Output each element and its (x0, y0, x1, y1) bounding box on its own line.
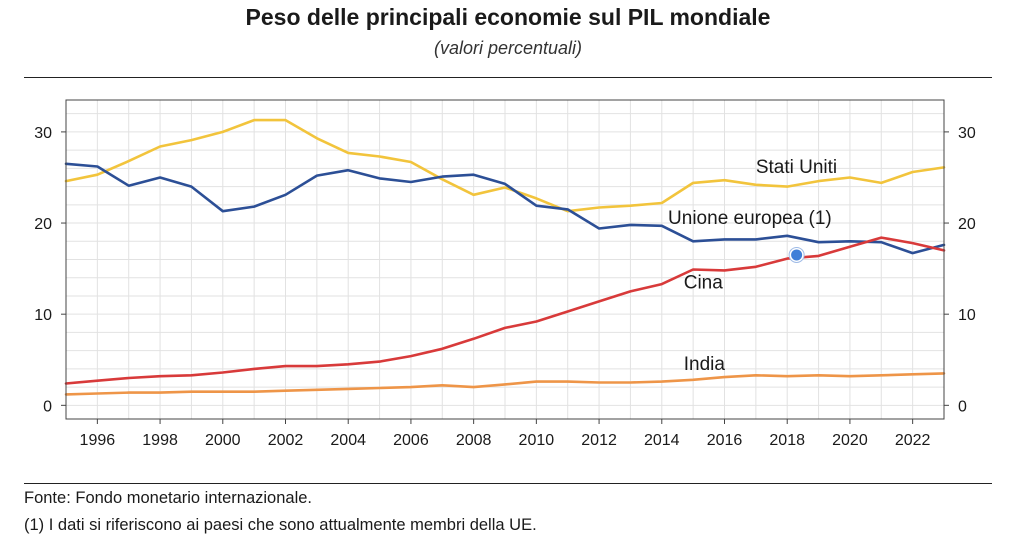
x-tick-label: 2010 (519, 432, 555, 449)
x-tick-label: 2022 (895, 432, 931, 449)
x-tick-label: 2004 (330, 432, 366, 449)
x-tick-label: 2002 (268, 432, 304, 449)
chart-marker (788, 246, 805, 263)
y-tick-label-left: 0 (43, 398, 52, 415)
x-tick-label: 2000 (205, 432, 241, 449)
x-tick-label: 2008 (456, 432, 492, 449)
series-label-stati-uniti: Stati Uniti (756, 157, 837, 178)
x-tick-label: 2020 (832, 432, 868, 449)
x-tick-label: 2014 (644, 432, 680, 449)
series-label-india: India (684, 354, 726, 375)
series-label-cina: Cina (684, 273, 724, 294)
series-line-india (64, 372, 946, 396)
series-line-stati-uniti (64, 118, 946, 213)
x-tick-label: 2018 (769, 432, 805, 449)
y-tick-label-left: 10 (34, 307, 52, 324)
grid-lines (65, 100, 945, 419)
chart-title: Peso delle principali economie sul PIL m… (245, 4, 771, 30)
y-tick-label-right: 10 (958, 307, 976, 324)
top-divider (24, 77, 992, 78)
x-tick-label: 2012 (581, 432, 617, 449)
y-tick-label-right: 30 (958, 125, 976, 142)
y-tick-label-right: 0 (958, 398, 967, 415)
series-line-unione-europea (64, 162, 946, 255)
y-tick-label-left: 30 (34, 125, 52, 142)
x-tick-label: 2006 (393, 432, 429, 449)
y-tick-label-right: 20 (958, 216, 976, 233)
plot-frame (65, 99, 945, 420)
x-tick-label: 1996 (80, 432, 116, 449)
bottom-divider (24, 483, 992, 484)
series-labels: Stati Uniti Unione europea (1) Cina India (668, 157, 837, 375)
source-note: Fonte: Fondo monetario internazionale. (24, 489, 313, 507)
x-tick-label: 2016 (707, 432, 743, 449)
chart-subtitle: (valori percentuali) (433, 38, 583, 58)
marker-dot (791, 249, 803, 261)
x-tick-label: 1998 (142, 432, 178, 449)
series-label-unione-europea: Unione europea (1) (668, 208, 832, 229)
y-tick-label-left: 20 (34, 216, 52, 233)
footnote: (1) I dati si riferiscono ai paesi che s… (24, 516, 537, 534)
